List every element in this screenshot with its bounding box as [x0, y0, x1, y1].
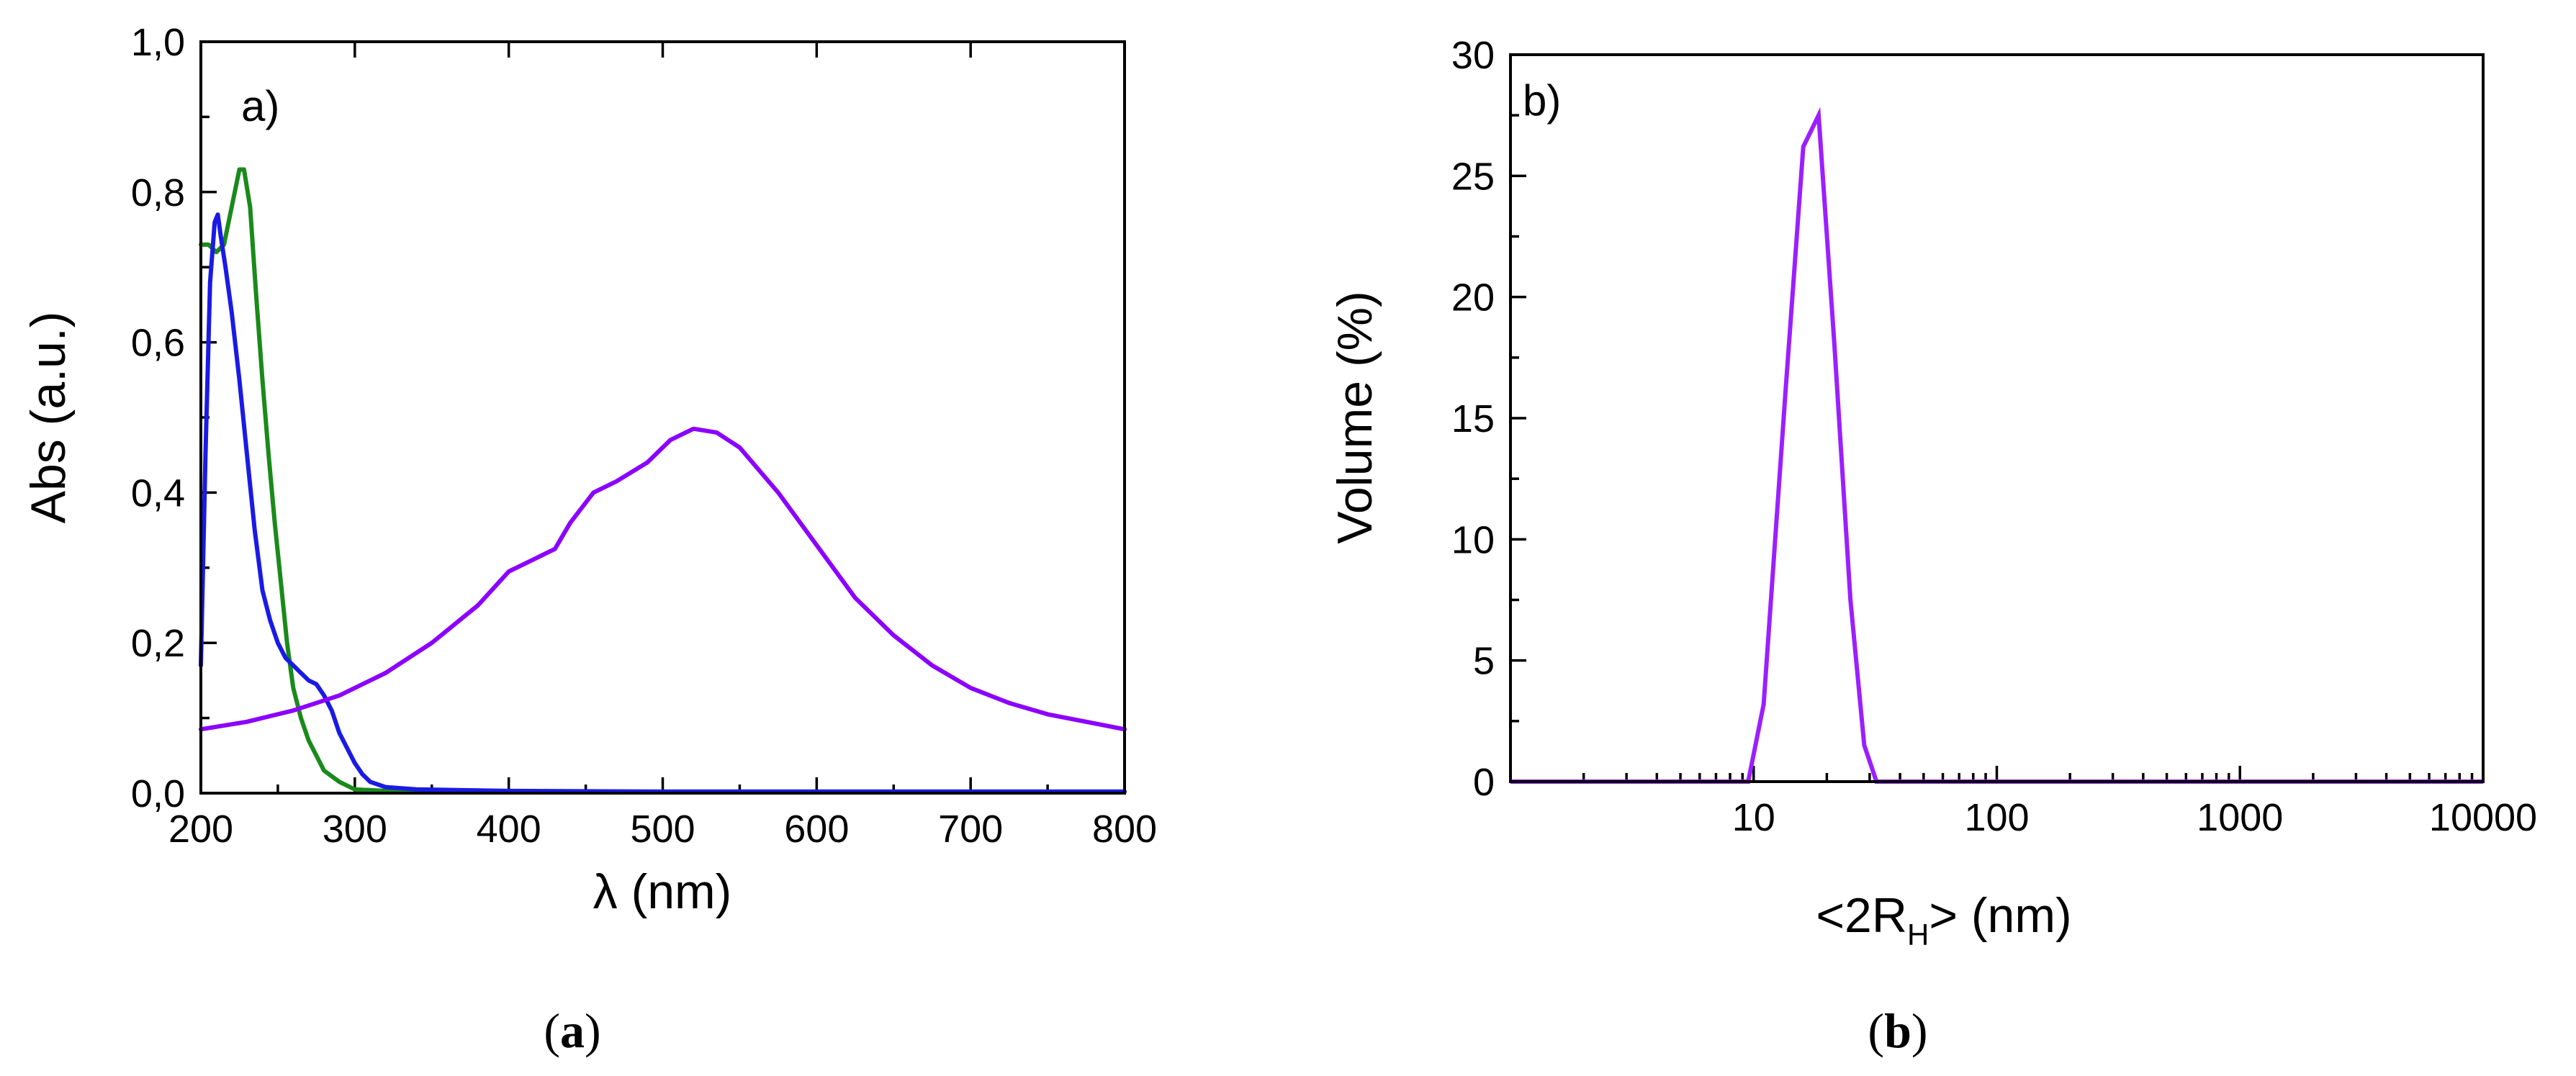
panel-a-caption: (a) [544, 1003, 600, 1058]
panel-a-series-green [199, 167, 1127, 794]
panel-b-series [1510, 107, 2483, 784]
panel-b: 10 100 1000 10000 0 5 10 15 20 25 30 b) <2RH> (nm… [1328, 34, 2537, 1058]
panel-b-plot-frame [1509, 53, 2485, 783]
panel-b-x-axis-title-subscript: H [1907, 918, 1929, 951]
panel-a-y-tick-labels: 0,0 0,2 0,4 0,6 0,8 1,0 [131, 21, 185, 815]
panel-a-x-tick-label: 600 [784, 808, 849, 851]
panel-b-x-tick-label: 1000 [2197, 796, 2283, 839]
panel-b-y-tick-label: 20 [1451, 276, 1495, 320]
panel-b-x-axis-title: <2RH> (nm) [1816, 888, 2071, 951]
panel-a: 200 300 400 500 600 700 800 0,0 0,2 0,4 0,6 0,8 1,0… [21, 21, 1157, 1058]
panel-b-x-tick-label: 10 [1732, 796, 1775, 839]
panel-a-y-tick-label: 0,4 [131, 471, 185, 515]
panel-b-x-axis-title-part1: <2R [1816, 888, 1907, 943]
panel-b-caption-letter: b [1884, 1003, 1911, 1058]
panel-b-x-tick-label: 100 [1964, 796, 2029, 839]
panel-a-x-tick-label: 500 [630, 808, 695, 851]
panel-a-x-tick-labels: 200 300 400 500 600 700 800 [168, 808, 1157, 851]
panel-b-y-tick-label: 0 [1473, 761, 1495, 804]
panel-a-y-tick-label: 0,0 [131, 772, 185, 815]
panel-a-x-tick-label: 800 [1092, 808, 1157, 851]
panel-b-y-tick-labels: 0 5 10 15 20 25 30 [1451, 34, 1495, 804]
panel-a-y-tick-label: 1,0 [131, 21, 185, 64]
panel-b-label: b) [1523, 76, 1561, 125]
panel-a-label: a) [241, 82, 279, 130]
panel-a-y-axis-title: Abs (a.u.) [21, 312, 76, 524]
panel-a-x-axis-title: λ (nm) [593, 864, 732, 919]
panel-b-x-axis-title-part2: > (nm) [1929, 888, 2071, 943]
panel-a-x-tick-label: 200 [168, 808, 233, 851]
panel-a-x-tick-label: 700 [938, 808, 1003, 851]
panel-b-y-tick-label: 25 [1451, 155, 1495, 198]
panel-a-series-blue [199, 212, 1127, 794]
panel-a-ticks [199, 40, 1126, 795]
panel-b-y-tick-label: 10 [1451, 518, 1495, 561]
panel-a-x-tick-label: 300 [323, 808, 387, 851]
panel-a-y-tick-label: 0,2 [131, 622, 185, 665]
panel-a-y-tick-label: 0,8 [131, 171, 185, 214]
panel-b-caption: (b) [1868, 1003, 1927, 1058]
panel-b-y-tick-label: 15 [1451, 397, 1495, 440]
panel-a-plot-frame [199, 40, 1126, 795]
panel-b-x-tick-labels: 10 100 1000 10000 [1732, 796, 2537, 839]
panel-b-series-volume [1510, 107, 2483, 784]
panel-a-series [199, 167, 1127, 794]
panel-a-caption-letter: a [560, 1003, 585, 1058]
panel-b-ticks [1510, 53, 2485, 783]
panel-a-x-tick-label: 400 [477, 808, 541, 851]
panel-b-y-tick-label: 5 [1473, 640, 1495, 683]
panel-a-y-tick-label: 0,6 [131, 322, 185, 365]
panel-b-y-tick-label: 30 [1451, 34, 1495, 77]
panel-b-x-tick-label: 10000 [2429, 796, 2537, 839]
panel-b-y-axis-title: Volume (%) [1328, 291, 1382, 543]
panel-a-series-violet [199, 426, 1127, 732]
